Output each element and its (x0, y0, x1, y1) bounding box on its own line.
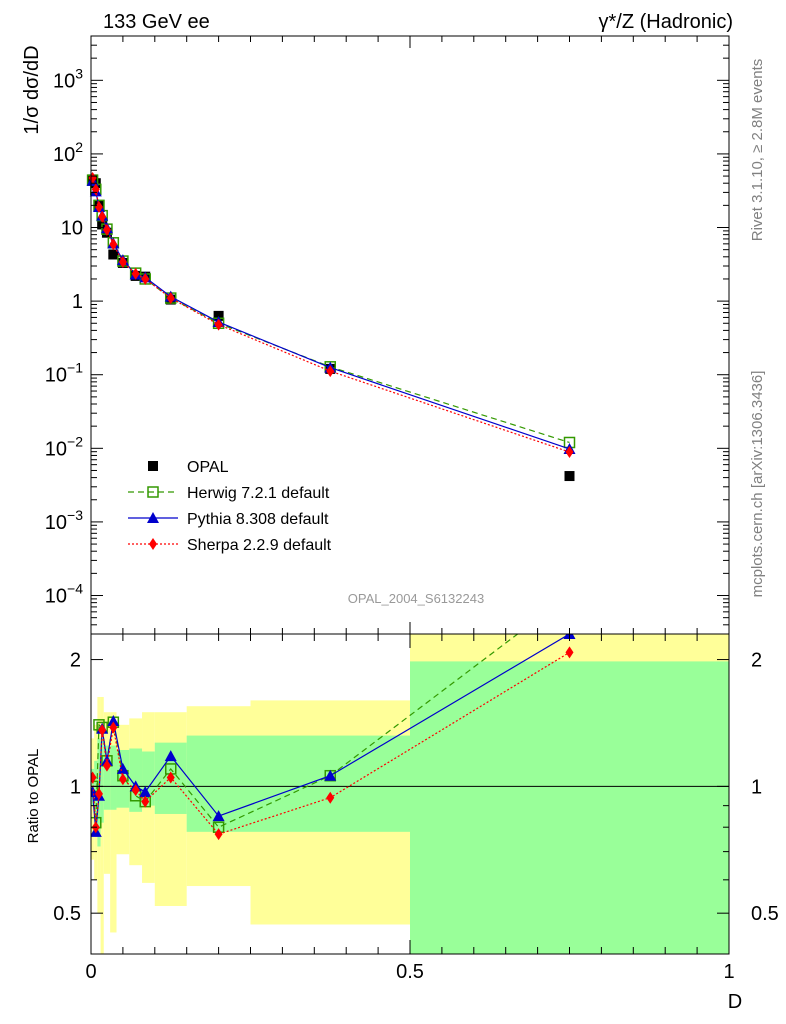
main-line-herwig (92, 179, 570, 444)
x-tick-label: 0.5 (396, 961, 424, 983)
ratio-point-pythia (212, 810, 225, 822)
main-point-sherpa (98, 210, 107, 223)
legend-marker-sherpa (149, 538, 157, 550)
ratio-y-tick-label-right: 2 (751, 650, 762, 672)
ratio-point-sherpa (91, 771, 97, 784)
ratio-point-pythia (324, 769, 337, 781)
ratio-y-tick-label: 1 (70, 776, 81, 798)
legend-marker-data (148, 461, 158, 471)
ratio-point-sherpa (102, 759, 111, 772)
main-point-sherpa (131, 267, 140, 280)
ratio-series-layer (91, 634, 576, 841)
main-series-layer (86, 172, 576, 482)
ratio-uncertainty-bands (91, 634, 729, 954)
ratio-point-sherpa (166, 771, 175, 784)
ratio-y-tick-label: 2 (70, 650, 81, 672)
main-y-axis-label: 1/σ dσ/dD (21, 45, 43, 134)
analysis-id-label: OPAL_2004_S6132243 (348, 591, 484, 606)
legend-label-herwig: Herwig 7.2.1 default (187, 485, 330, 502)
ratio-point-pythia (164, 750, 177, 762)
main-point-sherpa (102, 223, 111, 236)
ratio-point-sherpa (214, 828, 223, 841)
main-point-sherpa (565, 446, 574, 459)
ratio-plot-panel: 0.5 0.5 1 1 2 2 0 0.5 1 (53, 633, 779, 983)
main-y-tick-label: 10−3 (45, 507, 83, 534)
ratio-point-pythia (116, 762, 129, 774)
legend-item-pythia: Pythia 8.308 default (128, 511, 329, 528)
ratio-point-sherpa (109, 721, 118, 734)
main-point-sherpa (166, 292, 175, 305)
legend-label-data: OPAL (187, 459, 229, 476)
main-point-sherpa (109, 238, 118, 251)
main-y-tick-label: 10−2 (45, 433, 83, 460)
main-point-data (213, 310, 224, 321)
ratio-axes: 0.5 0.5 1 1 2 2 0 0.5 1 (53, 634, 779, 983)
ratio-outer-band-bin (100, 696, 104, 954)
main-point-sherpa (214, 318, 223, 331)
ratio-inner-band-bin (94, 760, 98, 817)
ratio-inner-band-bin (110, 745, 117, 810)
main-plot-panel: 10−4 10−3 10−2 10−1 1 10 102 103 (45, 35, 730, 635)
legend-marker-herwig (147, 486, 159, 498)
legend-label-pythia: Pythia 8.308 default (187, 511, 329, 528)
main-y-tick-label: 103 (53, 65, 83, 92)
main-y-tick-label: 1 (72, 291, 83, 313)
ratio-point-sherpa (118, 773, 127, 786)
ratio-y-tick-label-right: 0.5 (751, 903, 779, 925)
process-label: 133 GeV ee (103, 11, 210, 33)
main-series-sherpa (88, 172, 574, 459)
main-point-sherpa (141, 272, 150, 285)
main-y-tick-label: 10 (61, 218, 83, 240)
ratio-point-sherpa (141, 795, 150, 808)
main-series-herwig (86, 174, 576, 449)
legend-label-sherpa: Sherpa 2.2.9 default (187, 537, 332, 554)
legend-item-sherpa: Sherpa 2.2.9 default (128, 537, 332, 554)
ratio-point-pythia (107, 714, 120, 726)
ratio-point-pythia (139, 785, 152, 797)
legend-item-data: OPAL (148, 459, 229, 476)
ratio-y-tick-label: 0.5 (53, 903, 81, 925)
mcplots-site-label: mcplots.cern.ch [arXiv:1306.3436] (749, 371, 766, 598)
ratio-point-sherpa (326, 791, 335, 804)
ratio-point-sherpa (131, 784, 140, 797)
x-axis-label: D (728, 991, 742, 1013)
channel-label: γ*/Z (Hadronic) (599, 11, 733, 33)
main-point-sherpa (326, 365, 335, 378)
main-point-data (108, 249, 119, 260)
main-series-data (87, 174, 575, 482)
ratio-inner-band-bin (129, 748, 143, 812)
ratio-inner-band-bin (100, 738, 104, 823)
main-y-axis: 10−4 10−3 10−2 10−1 1 10 102 103 (45, 35, 730, 635)
legend: OPAL Herwig 7.2.1 default Pythia 8.308 def… (128, 459, 332, 554)
ratio-point-sherpa (98, 724, 107, 737)
ratio-point-sherpa (94, 787, 103, 800)
main-y-tick-label: 102 (53, 139, 83, 166)
x-tick-label: 1 (723, 961, 734, 983)
main-series-pythia (86, 174, 576, 454)
legend-marker-pythia (147, 512, 159, 523)
main-line-sherpa (92, 177, 570, 453)
main-point-sherpa (94, 200, 103, 213)
ratio-outer-band-bin (110, 712, 117, 933)
ratio-inner-band-bin (103, 745, 111, 810)
legend-item-herwig: Herwig 7.2.1 default (128, 485, 330, 502)
ratio-y-tick-label-right: 1 (751, 776, 762, 798)
rivet-version-label: Rivet 3.1.10, ≥ 2.8M events (749, 59, 766, 242)
ratio-y-axis-label: Ratio to OPAL (25, 749, 42, 844)
main-point-sherpa (118, 255, 127, 268)
main-line-pythia (92, 180, 570, 450)
main-y-tick-label: 10−4 (45, 581, 83, 608)
ratio-point-sherpa (565, 646, 574, 659)
main-point-data (564, 471, 575, 482)
x-tick-label: 0 (85, 961, 96, 983)
ratio-inner-band-bin (250, 735, 410, 832)
main-y-tick-label: 10−1 (45, 360, 83, 387)
ratio-inner-band-bin (410, 661, 729, 954)
